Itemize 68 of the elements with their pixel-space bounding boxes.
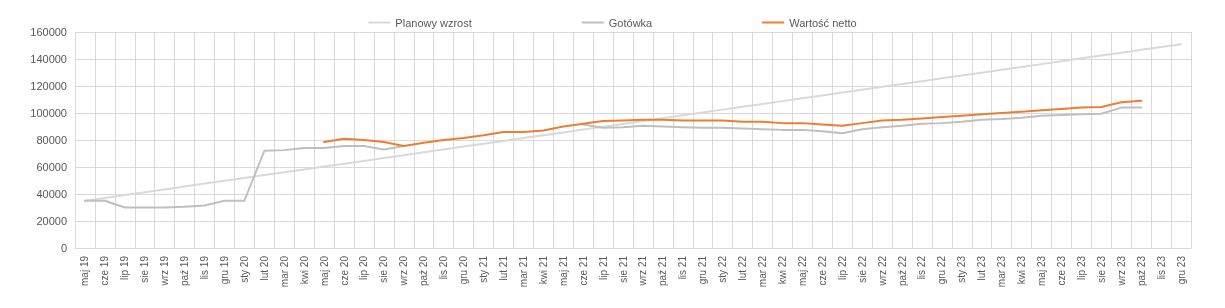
y-tick-label: 120000 — [30, 80, 67, 92]
x-tick-label: cze 22 — [816, 255, 828, 286]
x-tick-label: sie 19 — [139, 255, 151, 283]
x-tick-label: sty 21 — [478, 255, 490, 283]
x-tick-label: lut 23 — [976, 255, 988, 281]
y-tick-label: 40000 — [36, 188, 67, 200]
legend-label: Wartość netto — [789, 16, 857, 29]
x-tick-label: paź 22 — [896, 255, 908, 287]
x-tick-label: kwi 23 — [1016, 255, 1028, 285]
x-tick-label: paź 23 — [1135, 255, 1147, 287]
legend-label: Gotówka — [608, 16, 654, 29]
x-tick-label: sty 20 — [238, 255, 250, 283]
x-tick-label: maj 19 — [79, 255, 91, 287]
x-tick-label: lip 20 — [358, 255, 370, 280]
x-tick-label: gru 20 — [458, 255, 470, 285]
x-tick-label: lip 23 — [1075, 255, 1087, 280]
y-tick-label: 80000 — [36, 134, 67, 146]
x-tick-label: lut 20 — [258, 255, 270, 281]
x-tick-label: mar 21 — [517, 255, 529, 288]
x-tick-label: cze 20 — [338, 255, 350, 286]
x-tick-label: paź 20 — [418, 255, 430, 287]
x-tick-label: gru 21 — [697, 255, 709, 285]
x-tick-label: kwi 22 — [776, 255, 788, 285]
x-tick-label: lut 21 — [497, 255, 509, 281]
x-tick-label: sty 23 — [956, 255, 968, 283]
y-tick-label: 20000 — [36, 215, 67, 227]
x-tick-label: maj 22 — [796, 255, 808, 287]
y-tick-label: 60000 — [36, 161, 67, 173]
x-tick-label: maj 21 — [557, 255, 569, 287]
x-tick-label: wrz 23 — [1115, 255, 1127, 287]
x-tick-label: maj 20 — [318, 255, 330, 287]
x-tick-label: kwi 21 — [537, 255, 549, 285]
x-tick-label: wrz 19 — [159, 255, 171, 287]
x-tick-label: lut 22 — [737, 255, 749, 281]
x-tick-label: lip 22 — [836, 255, 848, 280]
x-tick-label: sie 20 — [378, 255, 390, 283]
x-tick-label: gru 23 — [1175, 255, 1187, 285]
x-tick-label: lis 20 — [438, 255, 450, 280]
y-tick-label: 0 — [60, 242, 67, 254]
x-tick-label: mar 23 — [996, 255, 1008, 288]
x-tick-label: lis 21 — [677, 255, 689, 280]
x-tick-label: sie 23 — [1095, 255, 1107, 283]
x-tick-label: wrz 22 — [876, 255, 888, 287]
x-tick-label: cze 19 — [99, 255, 111, 286]
x-tick-label: sie 22 — [856, 255, 868, 283]
x-tick-label: lip 19 — [119, 255, 131, 280]
x-tick-label: cze 23 — [1055, 255, 1067, 286]
x-tick-label: paź 21 — [657, 255, 669, 287]
x-tick-label: lis 23 — [1155, 255, 1167, 280]
x-tick-label: wrz 21 — [637, 255, 649, 287]
x-tick-label: gru 22 — [936, 255, 948, 285]
x-tick-label: maj 23 — [1036, 255, 1048, 287]
x-tick-label: paź 19 — [179, 255, 191, 287]
x-tick-label: sty 22 — [717, 255, 729, 283]
x-tick-label: mar 20 — [278, 255, 290, 288]
x-tick-label: sie 21 — [617, 255, 629, 283]
x-tick-label: cze 21 — [577, 255, 589, 286]
x-tick-label: wrz 20 — [398, 255, 410, 287]
y-tick-label: 140000 — [30, 53, 67, 65]
y-tick-label: 100000 — [30, 107, 67, 119]
x-tick-label: lis 19 — [199, 255, 211, 280]
x-tick-label: lip 21 — [597, 255, 609, 280]
x-tick-label: lis 22 — [916, 255, 928, 280]
y-tick-label: 160000 — [30, 26, 67, 38]
x-tick-label: mar 22 — [757, 255, 769, 288]
legend-label: Planowy wzrost — [395, 16, 472, 29]
x-tick-label: kwi 20 — [298, 255, 310, 285]
x-tick-label: gru 19 — [218, 255, 230, 285]
